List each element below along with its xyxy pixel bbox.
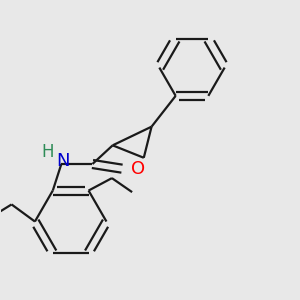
Text: H: H: [41, 143, 54, 161]
Text: O: O: [131, 160, 146, 178]
Text: N: N: [56, 152, 70, 170]
